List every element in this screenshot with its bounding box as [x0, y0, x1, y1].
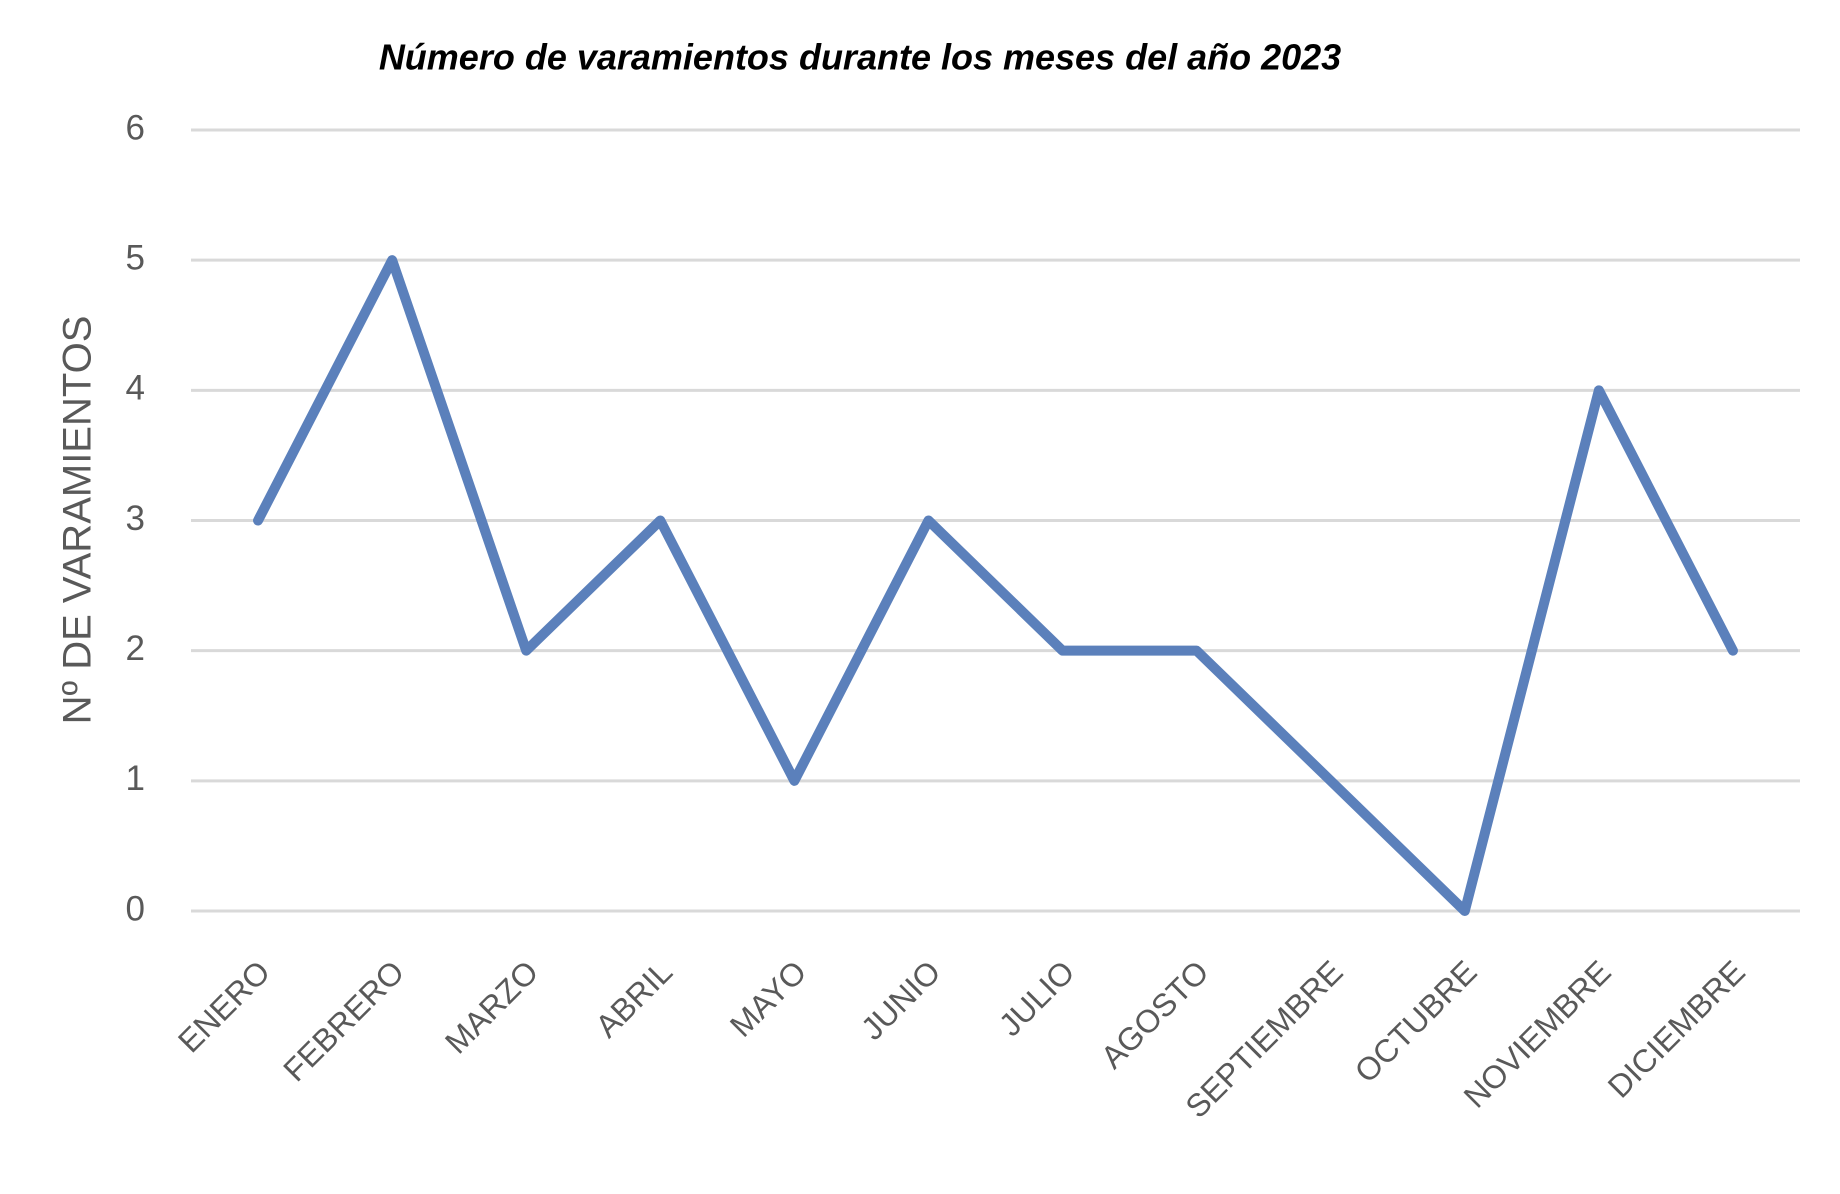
y-tick-label: 4 [126, 369, 145, 408]
x-tick-label: MAYO [723, 953, 813, 1043]
y-tick-label: 3 [126, 499, 145, 538]
x-tick-label: JUNIO [854, 953, 947, 1046]
y-tick-label: 1 [126, 759, 145, 798]
y-tick-label: 6 [126, 108, 145, 147]
x-tick-label: ABRIL [588, 953, 679, 1044]
y-axis-label: Nº DE VARAMIENTOS [56, 316, 100, 725]
x-tick-label: OCTUBRE [1348, 953, 1484, 1089]
chart-title: Número de varamientos durante los meses … [379, 37, 1341, 78]
x-tick-label: DICIEMBRE [1601, 953, 1752, 1104]
x-tick-label: JULIO [992, 953, 1082, 1043]
x-tick-label: FEBRERO [276, 953, 411, 1088]
line-series [253, 255, 1738, 916]
x-tick-label: AGOSTO [1094, 953, 1216, 1075]
x-tick-label: ENERO [171, 953, 277, 1059]
y-tick-label: 0 [126, 889, 145, 928]
y-tick-label: 2 [126, 629, 145, 668]
x-tick-label: MARZO [438, 953, 545, 1060]
y-tick-label: 5 [126, 238, 145, 277]
